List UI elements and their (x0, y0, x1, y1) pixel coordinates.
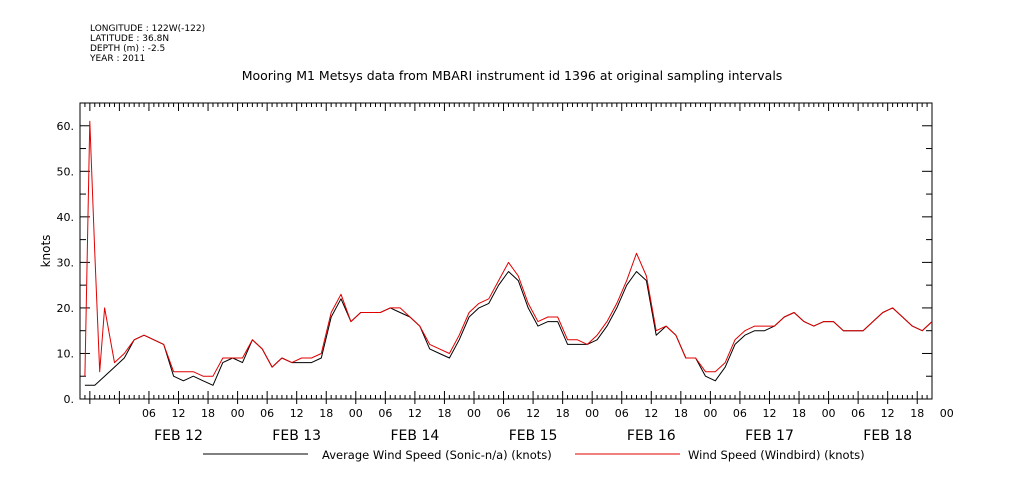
x-tick-label: 12 (408, 407, 422, 420)
x-day-label: FEB 12 (154, 428, 203, 444)
x-tick-label: 18 (437, 407, 451, 420)
legend-label-windbird-wind-speed: Wind Speed (Windbird) (knots) (688, 448, 865, 462)
x-day-label: FEB 14 (390, 428, 439, 444)
x-tick-label: 00 (703, 407, 717, 420)
x-tick-label: 06 (733, 407, 747, 420)
x-tick-label: 06 (615, 407, 629, 420)
axis-ticks (79, 103, 933, 404)
x-tick-label: 00 (467, 407, 481, 420)
x-tick-label: 18 (319, 407, 333, 420)
x-tick-label: 06 (851, 407, 865, 420)
x-tick-label: 00 (822, 407, 836, 420)
chart-title: Mooring M1 Metsys data from MBARI instru… (242, 68, 783, 83)
x-day-label: FEB 18 (863, 428, 912, 444)
x-tick-label: 18 (556, 407, 570, 420)
y-tick-label: 20. (57, 302, 75, 315)
x-tick-label: 00 (940, 407, 954, 420)
y-tick-label: 50. (57, 165, 75, 178)
x-tick-label: 18 (792, 407, 806, 420)
plot-frame (79, 102, 933, 400)
y-tick-label: 40. (57, 211, 75, 224)
x-tick-label: 18 (201, 407, 215, 420)
legend-label-average-wind-speed: Average Wind Speed (Sonic-n/a) (knots) (322, 448, 552, 462)
y-tick-label: 0. (64, 393, 75, 406)
day-labels: FEB 12 FEB 13 FEB 14 FEB 15 FEB 16 FEB 17 FEB … (154, 428, 912, 444)
y-axis-label: knots (39, 235, 53, 268)
y-tick-label: 60. (57, 120, 75, 133)
x-tick-labels: 06 12 18 00 06 12 18 00 06 12 18 00 06 12 18 00 06 12 18 00… (142, 407, 954, 420)
x-tick-label: 06 (497, 407, 511, 420)
header-latitude: LATITUDE : 36.8N (90, 34, 169, 44)
header-depth: DEPTH (m) : -2.5 (90, 44, 165, 54)
x-tick-label: 06 (260, 407, 274, 420)
x-tick-label: 00 (585, 407, 599, 420)
series-line-windbird-wind-speed (84, 120, 933, 377)
x-tick-label: 12 (881, 407, 895, 420)
x-tick-label: 12 (762, 407, 776, 420)
header-longitude: LONGITUDE : 122W(-122) (90, 24, 205, 34)
x-tick-label: 12 (171, 407, 185, 420)
x-tick-label: 12 (290, 407, 304, 420)
series-line-average-wind-speed (84, 271, 933, 386)
x-tick-label: 12 (526, 407, 540, 420)
x-day-label: FEB 16 (627, 428, 676, 444)
x-day-label: FEB 17 (745, 428, 794, 444)
header-year: YEAR : 2011 (89, 54, 145, 64)
y-tick-label: 30. (57, 256, 75, 269)
x-tick-label: 12 (644, 407, 658, 420)
x-day-label: FEB 13 (272, 428, 321, 444)
y-tick-labels: 0. 10. 20. 30. 40. 50. 60. (57, 120, 75, 406)
x-tick-label: 06 (378, 407, 392, 420)
x-tick-label: 18 (674, 407, 688, 420)
y-tick-label: 10. (57, 347, 75, 360)
x-tick-label: 06 (142, 407, 156, 420)
x-day-label: FEB 15 (509, 428, 558, 444)
series-layer (84, 120, 933, 386)
x-tick-label: 00 (231, 407, 245, 420)
x-tick-label: 18 (910, 407, 924, 420)
x-tick-label: 00 (349, 407, 363, 420)
